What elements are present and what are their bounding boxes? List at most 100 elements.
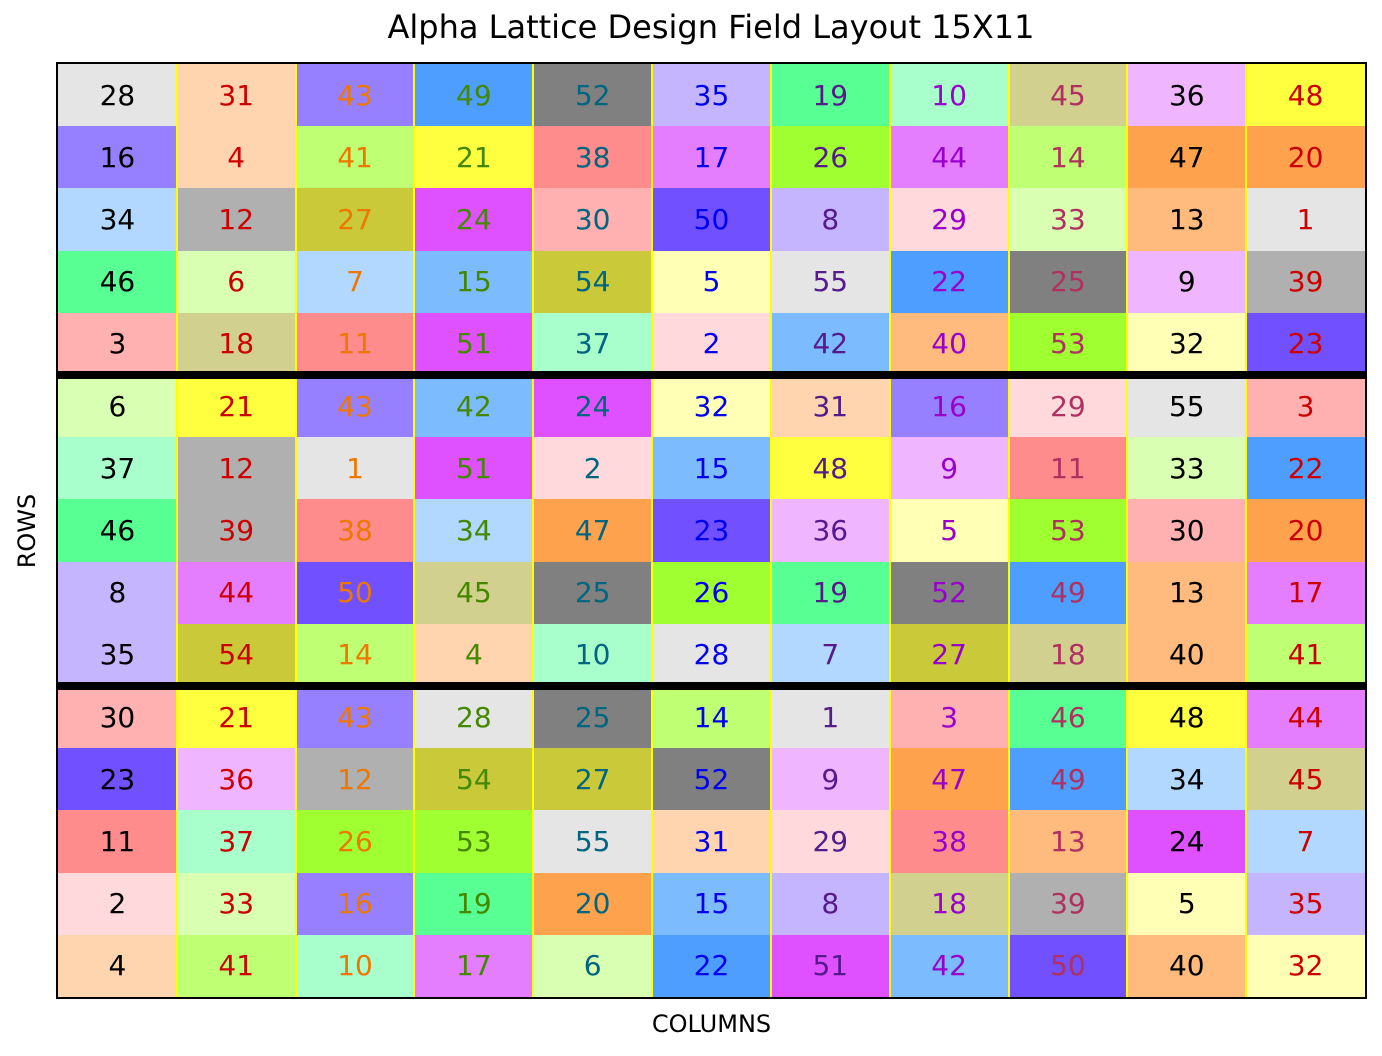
plot-cell: 47: [1127, 126, 1247, 189]
plot-cell: 20: [1246, 499, 1365, 562]
plot-cell: 18: [176, 312, 296, 375]
plot-cell: 27: [533, 748, 653, 811]
plot-cell: 32: [652, 375, 771, 438]
plot-cell: 42: [770, 312, 890, 375]
plot-cell: 1: [1246, 188, 1365, 251]
plot-cell: 46: [1008, 686, 1128, 749]
plot-cell: 9: [889, 437, 1009, 500]
plot-cell: 50: [652, 188, 771, 251]
plot-cell: 36: [176, 748, 296, 811]
column-separator: [413, 64, 416, 997]
chart-title: Alpha Lattice Design Field Layout 15X11: [387, 8, 1035, 46]
plot-cell: 36: [1127, 64, 1247, 127]
plot-cell: 2: [533, 437, 653, 500]
plot-cell: 4: [58, 934, 177, 997]
plot-cell: 17: [652, 126, 771, 189]
plot-cell: 42: [414, 375, 534, 438]
x-axis-label: COLUMNS: [651, 1010, 772, 1038]
column-separator: [1007, 64, 1010, 997]
plot-cell: 53: [414, 810, 534, 873]
plot-cell: 9: [770, 748, 890, 811]
plot-cell: 8: [770, 188, 890, 251]
plot-cell: 7: [770, 623, 890, 686]
plot-cell: 33: [1127, 437, 1247, 500]
plot-cell: 36: [770, 499, 890, 562]
plot-cell: 37: [58, 437, 177, 500]
column-separator: [1245, 64, 1248, 997]
plot-cell: 18: [889, 872, 1009, 935]
plot-cell: 14: [1008, 126, 1128, 189]
plot-cell: 9: [1127, 250, 1247, 313]
plot-cell: 51: [414, 437, 534, 500]
plot-cell: 30: [533, 188, 653, 251]
plot-cell: 21: [176, 375, 296, 438]
plot-cell: 28: [652, 623, 771, 686]
plot-cell: 5: [1127, 872, 1247, 935]
plot-cell: 6: [533, 934, 653, 997]
plot-cell: 38: [533, 126, 653, 189]
plot-cell: 35: [1246, 872, 1365, 935]
plot-cell: 55: [770, 250, 890, 313]
plot-cell: 6: [176, 250, 296, 313]
plot-cell: 10: [295, 934, 415, 997]
plot-cell: 19: [770, 561, 890, 624]
plot-cell: 17: [414, 934, 534, 997]
plot-cell: 10: [889, 64, 1009, 127]
y-axis-label: ROWS: [13, 493, 41, 569]
plot-cell: 13: [1127, 561, 1247, 624]
plot-cell: 32: [1127, 312, 1247, 375]
plot-cell: 43: [295, 64, 415, 127]
plot-cell: 8: [58, 561, 177, 624]
plot-cell: 1: [295, 437, 415, 500]
plot-cell: 4: [414, 623, 534, 686]
plot-cell: 2: [58, 872, 177, 935]
plot-cell: 53: [1008, 499, 1128, 562]
plot-cell: 7: [295, 250, 415, 313]
plot-cell: 39: [1246, 250, 1365, 313]
plot-cell: 3: [1246, 375, 1365, 438]
plot-cell: 35: [58, 623, 177, 686]
plot-cell: 49: [1008, 748, 1128, 811]
plot-cell: 3: [889, 686, 1009, 749]
plot-cell: 38: [295, 499, 415, 562]
plot-cell: 27: [295, 188, 415, 251]
plot-cell: 15: [652, 872, 771, 935]
plot-cell: 24: [414, 188, 534, 251]
plot-cell: 21: [414, 126, 534, 189]
plot-cell: 44: [889, 126, 1009, 189]
plot-cell: 23: [58, 748, 177, 811]
plot-cell: 41: [1246, 623, 1365, 686]
plot-cell: 32: [1246, 934, 1365, 997]
plot-cell: 30: [58, 686, 177, 749]
plot-cell: 12: [295, 748, 415, 811]
plot-cell: 39: [176, 499, 296, 562]
plot-cell: 23: [652, 499, 771, 562]
plot-cell: 11: [1008, 437, 1128, 500]
plot-cell: 47: [533, 499, 653, 562]
column-separator: [532, 64, 535, 997]
plot-cell: 20: [533, 872, 653, 935]
plot-cell: 19: [414, 872, 534, 935]
plot-cell: 42: [889, 934, 1009, 997]
plot-cell: 40: [889, 312, 1009, 375]
plot-cell: 17: [1246, 561, 1365, 624]
plot-cell: 55: [533, 810, 653, 873]
plot-cell: 31: [652, 810, 771, 873]
plot-cell: 46: [58, 250, 177, 313]
plot-cell: 19: [770, 64, 890, 127]
plot-cell: 43: [295, 686, 415, 749]
plot-cell: 6: [58, 375, 177, 438]
plot-cell: 55: [1127, 375, 1247, 438]
plot-cell: 48: [770, 437, 890, 500]
plot-cell: 5: [652, 250, 771, 313]
column-separator: [769, 64, 772, 997]
plot-cell: 7: [1246, 810, 1365, 873]
plot-cell: 51: [414, 312, 534, 375]
plot-cell: 20: [1246, 126, 1365, 189]
plot-cell: 34: [1127, 748, 1247, 811]
plot-cell: 14: [652, 686, 771, 749]
plot-cell: 33: [1008, 188, 1128, 251]
plot-cell: 26: [295, 810, 415, 873]
plot-cell: 25: [1008, 250, 1128, 313]
plot-cell: 52: [533, 64, 653, 127]
